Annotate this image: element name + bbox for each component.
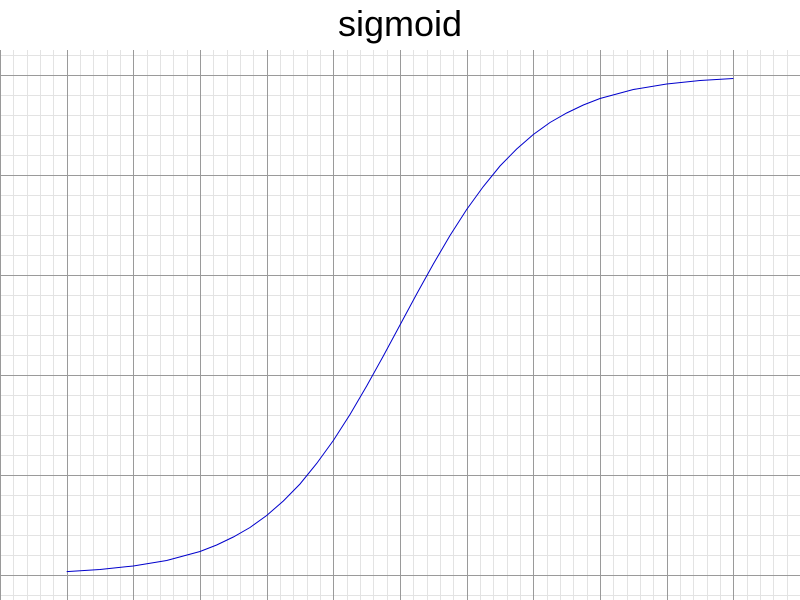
chart-title: sigmoid bbox=[337, 3, 463, 44]
major-grid bbox=[0, 50, 800, 600]
sigmoid-line bbox=[66, 78, 734, 573]
